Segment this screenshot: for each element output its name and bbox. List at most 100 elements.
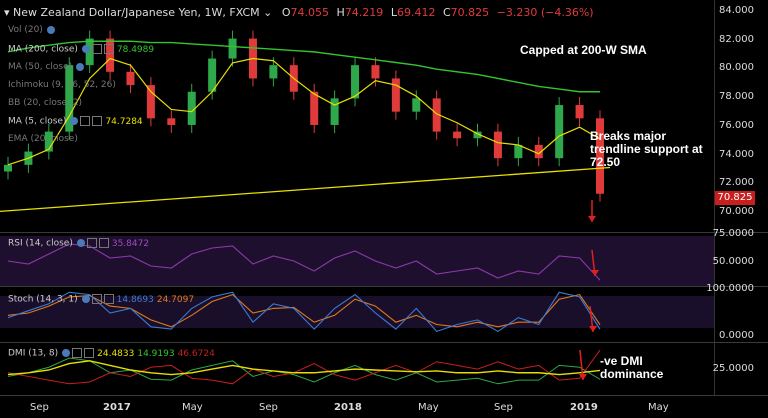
symbol-legend[interactable]: ▾ New Zealand Dollar/Japanese Yen, 1W, F…	[4, 6, 594, 19]
eye-icon[interactable]	[76, 239, 85, 247]
pane-divider[interactable]	[0, 232, 768, 233]
dmi-adx-line	[7, 360, 601, 376]
trendline	[0, 166, 611, 213]
candle-body	[208, 58, 217, 92]
legend-ma50[interactable]: MA (50, close)	[8, 62, 85, 72]
rsi-value: 35.8472	[111, 238, 150, 249]
legend-ichimoku[interactable]: Ichimoku (9, 26, 52, 26)	[8, 80, 116, 90]
close-icon[interactable]	[84, 348, 95, 358]
candle-body	[596, 118, 604, 194]
close-icon[interactable]	[92, 116, 103, 126]
dmi-adx-value: 24.4833	[97, 348, 135, 359]
time-tick-label: Sep	[259, 402, 278, 413]
ma5-value: 74.7284	[105, 116, 143, 127]
candle-body	[269, 65, 278, 79]
candle-body	[228, 38, 237, 59]
ma200-line	[7, 40, 600, 93]
candle-body	[330, 98, 339, 125]
pane-divider[interactable]	[0, 342, 768, 343]
dmi-minus-value: 46.6724	[177, 348, 215, 359]
time-tick-label: May	[182, 402, 203, 413]
settings-icon[interactable]	[91, 44, 102, 54]
annotation-dmi: -ve DMI dominance	[600, 354, 664, 381]
collapse-icon[interactable]: ▾	[4, 6, 10, 19]
settings-icon[interactable]	[86, 238, 97, 248]
rsi-tick-label: 75.0000	[712, 228, 754, 239]
candle-body	[167, 118, 176, 125]
candle-body	[106, 38, 115, 72]
close-icon[interactable]	[103, 44, 114, 54]
arrow-head-icon	[589, 326, 597, 332]
rsi-tick-label: 50.0000	[712, 256, 754, 267]
eye-icon[interactable]	[70, 117, 79, 125]
time-tick-label: 2017	[103, 402, 131, 413]
arrow-head-icon	[579, 374, 587, 380]
time-tick-label: May	[648, 402, 669, 413]
high-value: 74.219	[344, 6, 384, 19]
time-tick-label: 2019	[570, 402, 598, 413]
arrow-head-icon	[591, 270, 599, 276]
eye-icon[interactable]	[46, 25, 55, 34]
dmi-minus-line	[7, 349, 601, 385]
ma200-value: 78.4989	[116, 44, 155, 55]
candle-body	[146, 85, 155, 119]
stoch-k-line	[7, 291, 601, 333]
candle-body	[351, 65, 360, 99]
candle-body	[555, 105, 564, 159]
symbol-title: New Zealand Dollar/Japanese Yen, 1W, FXC…	[13, 6, 260, 19]
candle-body	[493, 131, 502, 159]
annotation-breaks: Breaks major trendline support at 72.50	[590, 129, 703, 169]
legend-ema[interactable]: EMA (20, close)	[8, 134, 78, 144]
candle-body	[310, 91, 319, 125]
legend-ma200[interactable]: MA (200, close) 78.4989	[8, 44, 155, 55]
close-icon[interactable]	[103, 294, 114, 304]
chevron-down-icon[interactable]: ⌄	[263, 6, 273, 19]
legend-ma5[interactable]: MA (5, close) 74.7284	[8, 116, 143, 127]
legend-rsi[interactable]: RSI (14, close) 35.8472	[8, 238, 150, 249]
eye-icon[interactable]	[81, 45, 90, 53]
settings-icon[interactable]	[80, 116, 91, 126]
eye-icon[interactable]	[62, 349, 71, 357]
time-tick-label: 2018	[334, 402, 362, 413]
candle-body	[85, 38, 94, 66]
ma5-line	[7, 57, 601, 166]
arrow-head-icon	[588, 216, 596, 222]
price-tick-label: 72.000	[719, 177, 754, 189]
low-value: 69.412	[396, 6, 436, 19]
last-price-badge: 70.825	[715, 191, 755, 205]
eye-icon[interactable]	[81, 295, 90, 303]
pane-divider	[0, 395, 768, 396]
time-tick-label: May	[418, 402, 439, 413]
stoch-tick-label: 0.0000	[719, 330, 754, 341]
pane-divider[interactable]	[0, 286, 768, 287]
legend-dmi[interactable]: DMI (13, 8) 24.4833 14.9193 46.6724	[8, 348, 215, 359]
open-value: 74.055	[290, 6, 330, 19]
rsi-band	[0, 236, 714, 286]
stoch-d-line	[7, 293, 601, 328]
price-tick-label: 74.000	[719, 148, 754, 160]
dmi-plus-value: 14.9193	[137, 348, 175, 359]
close-icon[interactable]	[98, 238, 109, 248]
eye-icon[interactable]	[76, 62, 85, 71]
legend-stoch[interactable]: Stoch (14, 3, 1) 14.8693 24.7097	[8, 294, 195, 305]
price-tick-label: 70.000	[719, 205, 754, 217]
candle-body	[44, 131, 53, 152]
candle-body	[432, 98, 441, 132]
settings-icon[interactable]	[72, 348, 83, 358]
price-tick-label: 84.000	[719, 5, 754, 16]
candle-body	[514, 144, 523, 159]
stoch-band	[0, 296, 714, 328]
candle-body	[453, 131, 462, 139]
candle-body	[575, 105, 584, 119]
price-tick-label: 80.000	[719, 62, 754, 74]
stoch-k-value: 14.8693	[116, 294, 154, 305]
legend-bb[interactable]: BB (20, close, 2)	[8, 98, 83, 108]
settings-icon[interactable]	[91, 294, 102, 304]
candle-body	[534, 144, 543, 159]
annotation-capped: Capped at 200-W SMA	[520, 43, 647, 57]
dmi-tick-label: 25.0000	[712, 363, 754, 374]
legend-vol[interactable]: Vol (20)	[8, 25, 55, 35]
candle-body	[65, 65, 74, 132]
